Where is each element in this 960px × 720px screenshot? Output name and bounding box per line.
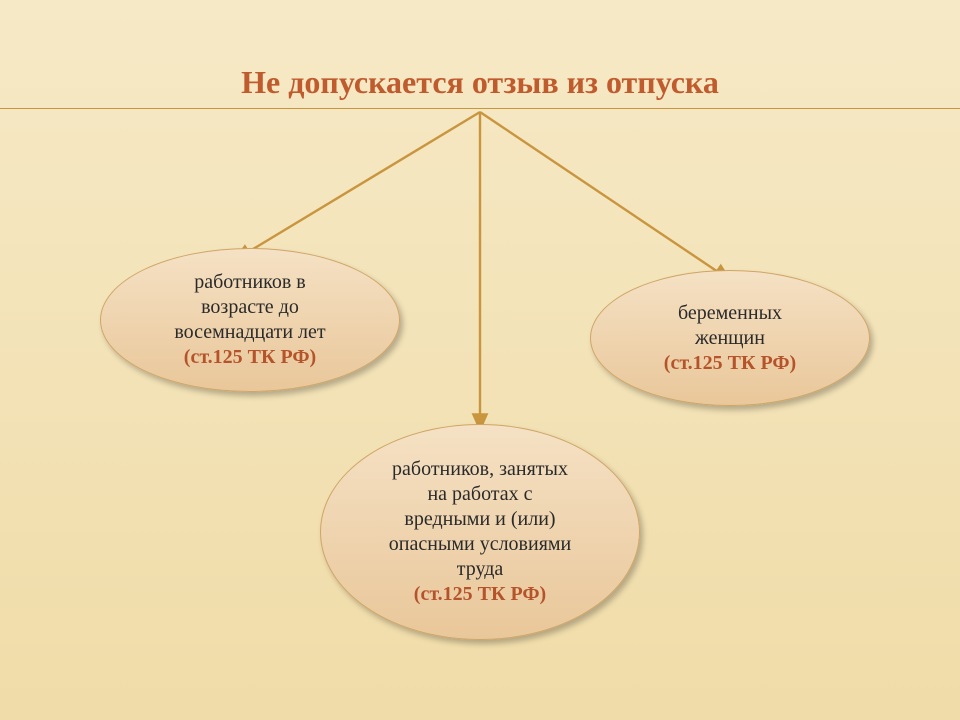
slide-canvas: Не допускается отзыв из отпуска работник…: [0, 0, 960, 720]
node-ref: (ст.125 ТК РФ): [664, 351, 796, 376]
node-text: беременныхженщин(ст.125 ТК РФ): [664, 301, 796, 376]
node-line: на работах с: [389, 482, 572, 507]
node-line: восемнадцати лет: [174, 320, 325, 345]
node-line: женщин: [664, 326, 796, 351]
node-line: опасными условиями: [389, 532, 572, 557]
arrow-line: [235, 112, 480, 260]
node-hazard: работников, занятыхна работах свредными …: [320, 424, 640, 640]
arrow-line: [480, 112, 730, 280]
node-line: беременных: [664, 301, 796, 326]
node-line: возрасте до: [174, 295, 325, 320]
node-line: работников, занятых: [389, 457, 572, 482]
node-line: работников в: [174, 270, 325, 295]
node-line: труда: [389, 557, 572, 582]
node-ref: (ст.125 ТК РФ): [174, 345, 325, 370]
node-minors: работников ввозрасте довосемнадцати лет(…: [100, 248, 400, 392]
node-text: работников, занятыхна работах свредными …: [389, 457, 572, 607]
node-line: вредными и (или): [389, 507, 572, 532]
node-ref: (ст.125 ТК РФ): [389, 582, 572, 607]
node-text: работников ввозрасте довосемнадцати лет(…: [174, 270, 325, 370]
node-pregnant: беременныхженщин(ст.125 ТК РФ): [590, 270, 870, 406]
